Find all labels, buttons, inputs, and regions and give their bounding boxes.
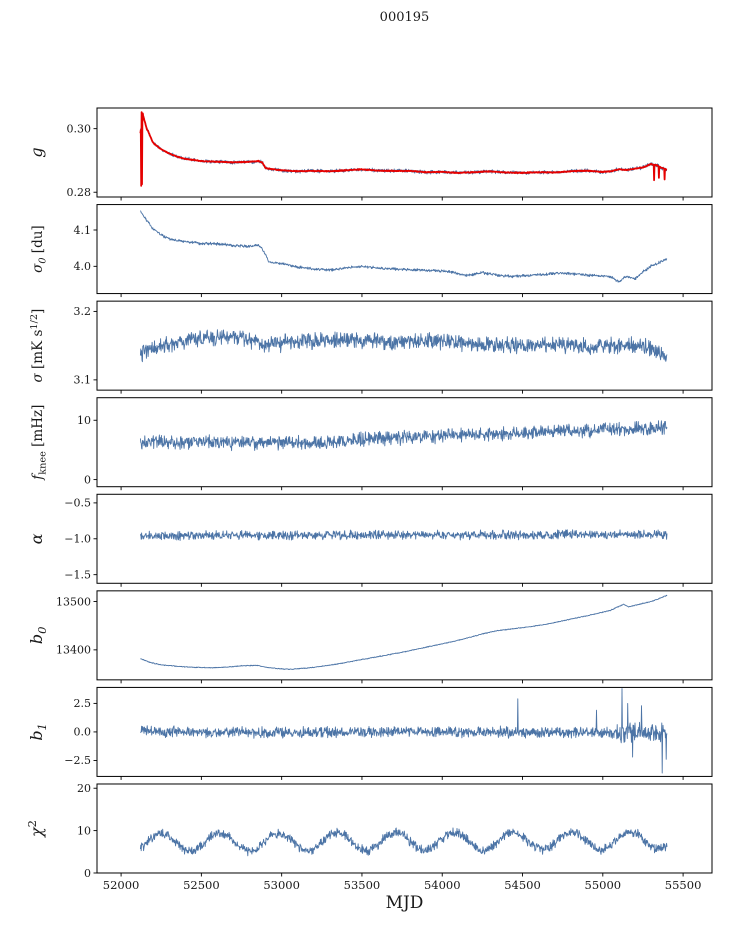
- x-tick-label: 53500: [344, 878, 381, 892]
- y-tick-label: 3.2: [74, 305, 92, 318]
- panel-border: [96, 107, 713, 198]
- y-tick-label: 13500: [56, 595, 91, 608]
- x-tick-label: 53000: [263, 878, 300, 892]
- figure-title: 000195: [379, 10, 430, 25]
- panel-border: [96, 493, 713, 584]
- y-tick-label: 0: [84, 867, 91, 880]
- panel-border: [96, 204, 713, 295]
- y-tick-label: 10: [77, 824, 91, 837]
- sigma0-line: [140, 210, 668, 283]
- alpha-line: [139, 529, 668, 541]
- y-tick-label: 10: [77, 414, 91, 427]
- y-tick-label: 3.1: [74, 374, 92, 387]
- y-axis-label: χ2: [25, 820, 46, 838]
- x-tick-label: 54000: [424, 878, 461, 892]
- x-tick-label: 54500: [504, 878, 541, 892]
- g-fit-line: [139, 111, 668, 187]
- y-tick-label: −1.5: [64, 568, 91, 581]
- panel-border: [96, 783, 713, 874]
- y-tick-label: 4.1: [74, 224, 92, 237]
- y-tick-label: 0.30: [67, 122, 92, 135]
- y-tick-label: 20: [77, 782, 91, 795]
- y-axis-label: g: [27, 147, 46, 157]
- y-axis-label: α: [27, 533, 46, 544]
- x-tick-label: 55000: [585, 878, 622, 892]
- panel-border: [96, 397, 713, 488]
- y-tick-label: 13400: [56, 644, 91, 657]
- panel-border: [96, 300, 713, 391]
- panel-border: [96, 686, 713, 777]
- x-tick-label: 52000: [103, 878, 140, 892]
- y-axis-label: b0: [27, 627, 49, 645]
- x-tick-label: 55500: [665, 878, 702, 892]
- panel-border: [96, 590, 713, 681]
- y-tick-label: −2.5: [64, 754, 91, 767]
- y-axis-label: b1: [27, 723, 49, 741]
- x-axis-label: MJD: [385, 893, 424, 913]
- y-axis-label: σ0 [du]: [30, 225, 49, 273]
- y-tick-label: 2.5: [74, 697, 92, 710]
- fknee-line: [139, 420, 668, 452]
- y-axis-label: σ [mK s1/2]: [29, 309, 46, 383]
- sigma-line: [139, 329, 668, 363]
- y-tick-label: −0.5: [64, 497, 91, 510]
- y-tick-label: 0.28: [67, 186, 92, 199]
- chi2-line: [139, 827, 668, 857]
- y-tick-label: 0.0: [74, 726, 92, 739]
- y-axis-label: fknee [mHz]: [30, 405, 49, 481]
- x-tick-label: 52500: [183, 878, 220, 892]
- b0-line: [140, 594, 668, 670]
- y-tick-label: 0: [84, 473, 91, 486]
- y-tick-label: 4.0: [74, 260, 92, 273]
- y-tick-label: −1.0: [64, 533, 91, 546]
- g-raw-line: [139, 112, 668, 175]
- b1-line: [140, 688, 668, 774]
